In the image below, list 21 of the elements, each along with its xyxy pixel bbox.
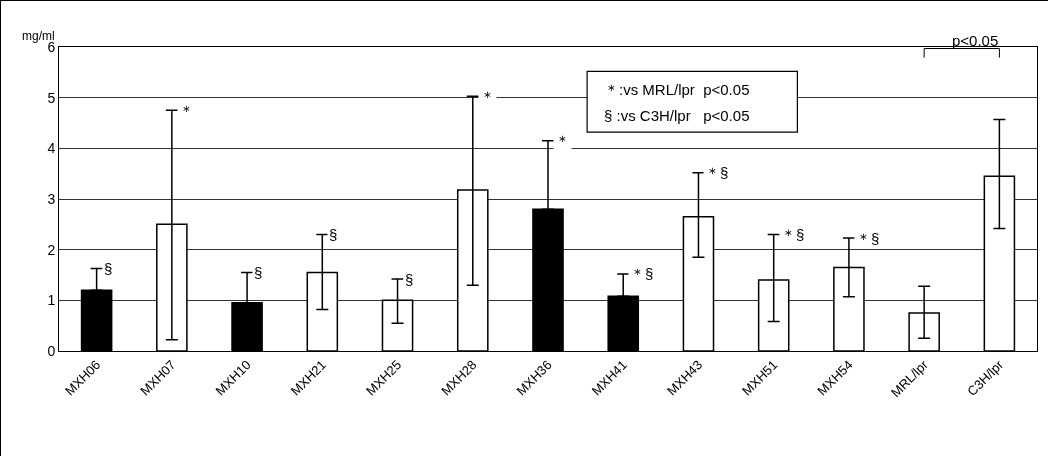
annotation: ＊§ — [630, 265, 654, 282]
annotation: ＊§ — [781, 226, 805, 243]
annotation: § — [104, 260, 113, 277]
y-tick-label: 3 — [47, 190, 56, 207]
y-tick-label: 0 — [47, 342, 56, 359]
y-tick-label: 5 — [47, 89, 56, 106]
annotation: ＊ — [480, 88, 495, 105]
annotation: p<0.05 — [952, 32, 999, 49]
annotation: § — [329, 226, 338, 243]
y-axis-title: mg/ml — [22, 29, 55, 43]
annotation: ＊§ — [705, 164, 729, 181]
annotation: ＊§ — [856, 230, 880, 247]
annotation: § — [405, 271, 414, 288]
annotation: § — [254, 264, 263, 281]
annotation: § :vs C3H/lpr p<0.05 — [604, 107, 750, 124]
y-tick-label: 2 — [47, 241, 56, 258]
y-tick-label: 4 — [47, 140, 56, 157]
annotation: ＊:vs MRL/lpr p<0.05 — [604, 81, 750, 98]
annotation: ＊ — [179, 102, 194, 119]
y-tick-label: 1 — [47, 292, 56, 309]
annotation: ＊ — [555, 132, 570, 149]
